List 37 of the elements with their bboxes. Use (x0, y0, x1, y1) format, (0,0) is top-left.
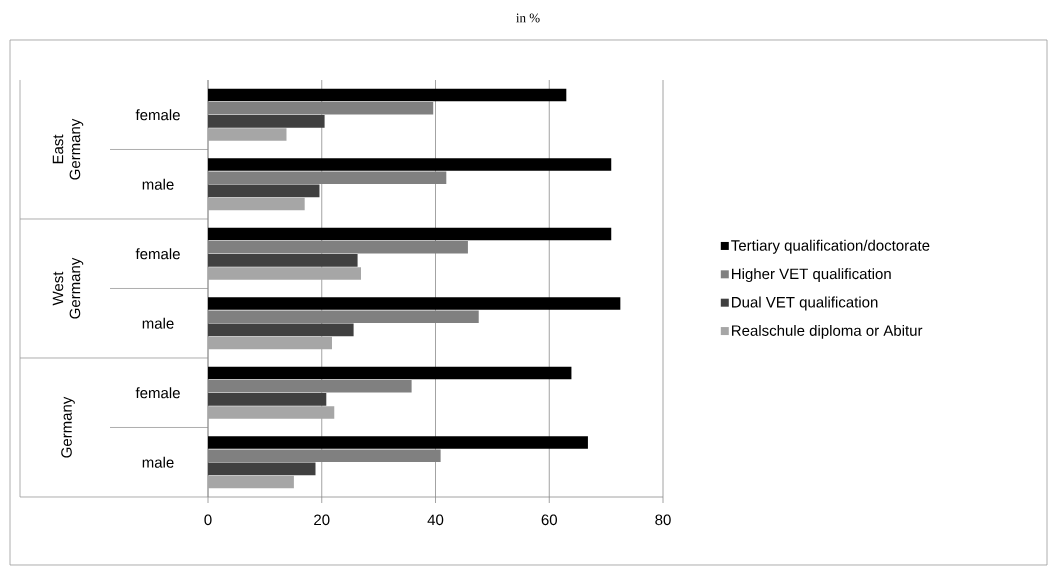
text: East Germany (52, 118, 84, 180)
y-tick-label: female (135, 248, 180, 260)
x-tick-label: 20 (314, 514, 330, 526)
bar (208, 297, 621, 310)
x-tick-label: 0 (204, 514, 212, 526)
legend-label: Tertiary qualification/doctorate (731, 239, 930, 254)
bar (208, 267, 361, 280)
bar (208, 197, 305, 211)
bar (208, 336, 332, 350)
bar (208, 475, 294, 489)
bar (208, 254, 358, 267)
chart-title: in % (516, 13, 540, 23)
x-tick-label: 40 (427, 514, 444, 526)
bar (208, 436, 588, 449)
legend-label: Dual VET qualification (732, 296, 878, 311)
text: Germany (61, 396, 75, 458)
bar (208, 128, 287, 141)
y-tick-label: male (142, 178, 174, 190)
x-tick-label: 80 (655, 514, 671, 526)
legend-label: Realschule diploma or Abitur (732, 324, 923, 339)
y-tick-label: male (142, 456, 174, 468)
legend-label: Higher VET qualification (732, 268, 891, 283)
x-tick-label: 60 (541, 514, 557, 526)
bar (208, 88, 567, 102)
bar (208, 323, 354, 337)
bar (208, 184, 320, 198)
y-tick-label: male (142, 317, 174, 329)
bar (208, 115, 325, 128)
bar (208, 366, 572, 380)
y-tick-label: female (135, 387, 180, 399)
bar (208, 462, 316, 476)
bar (208, 393, 327, 406)
text: West Germany (52, 257, 84, 319)
bar (208, 406, 335, 419)
bar (208, 227, 612, 241)
bar (208, 158, 612, 171)
y-tick-label: female (135, 109, 180, 121)
